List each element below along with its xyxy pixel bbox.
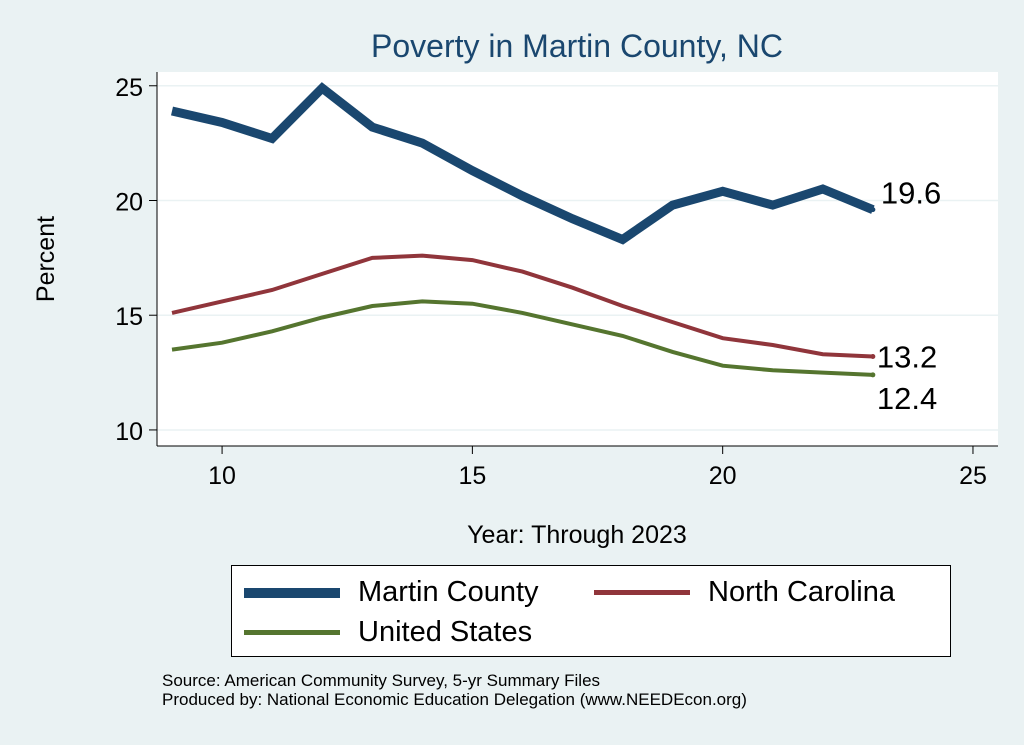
y-tick-label: 25 <box>115 74 143 102</box>
x-axis-label: Year: Through 2023 <box>467 521 687 549</box>
chart-title: Poverty in Martin County, NC <box>371 28 783 64</box>
series-line-martin-county <box>170 82 875 245</box>
axes: 10 15 20 25 10 15 20 25 <box>115 72 998 490</box>
x-tick-label: 10 <box>208 462 236 490</box>
end-value-label: 13.2 <box>877 340 937 375</box>
legend-item-martin-county: Martin County <box>244 576 539 609</box>
end-labels: 19.6 13.2 12.4 <box>877 176 941 416</box>
source-line: Source: American Community Survey, 5-yr … <box>162 671 601 690</box>
y-tick-label: 20 <box>115 188 143 216</box>
series-line-north-carolina <box>171 253 873 359</box>
x-tick-label: 15 <box>458 462 486 490</box>
legend-swatch-north-carolina <box>594 590 690 595</box>
legend-swatch-united-states <box>244 630 340 635</box>
legend-label: Martin County <box>358 576 539 608</box>
series-layer <box>170 82 876 378</box>
legend: Martin County North Carolina United Stat… <box>231 565 951 657</box>
y-tick-label: 10 <box>115 418 143 446</box>
series-end-marker <box>870 372 876 378</box>
legend-item-united-states: United States <box>244 616 532 649</box>
legend-swatch-martin-county <box>244 587 340 598</box>
legend-label: North Carolina <box>708 576 895 608</box>
plot-area <box>157 72 998 446</box>
end-value-label: 19.6 <box>881 176 941 211</box>
legend-label: United States <box>358 616 533 648</box>
legend-item-north-carolina: North Carolina <box>594 576 895 609</box>
x-tick-label: 20 <box>709 462 737 490</box>
end-value-label: 12.4 <box>877 381 937 416</box>
credit-line: Produced by: National Economic Education… <box>162 690 747 709</box>
source-note: Source: American Community Survey, 5-yr … <box>162 671 747 709</box>
series-end-marker <box>870 207 876 213</box>
series-end-marker <box>870 354 876 360</box>
y-axis-label: Percent <box>32 216 60 302</box>
y-tick-label: 15 <box>115 303 143 331</box>
series-line-united-states <box>171 299 873 377</box>
x-tick-label: 25 <box>959 462 987 490</box>
